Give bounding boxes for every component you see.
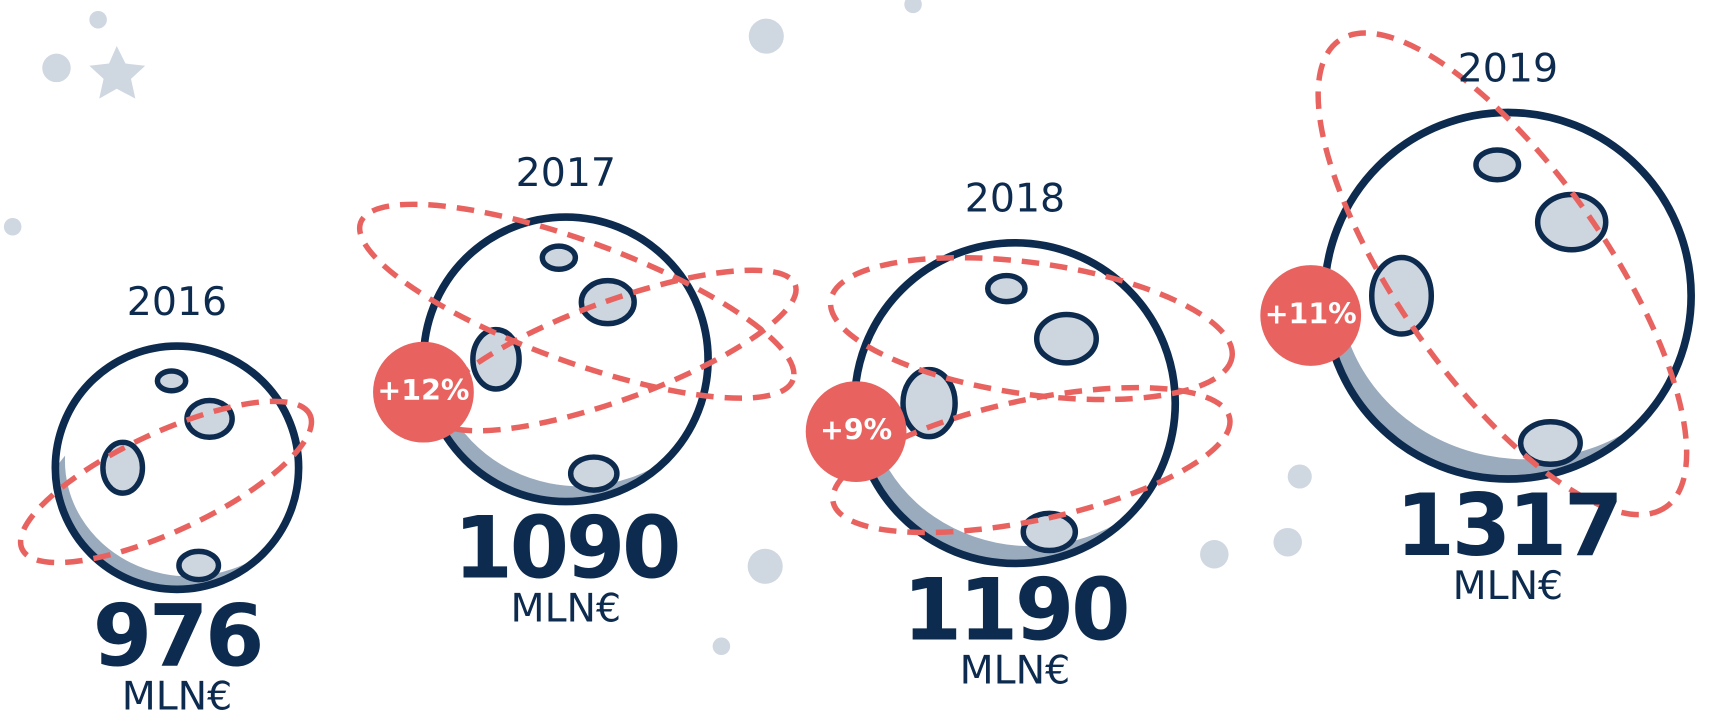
unit-label: MLN€ xyxy=(1453,563,1564,609)
crater xyxy=(571,457,617,490)
crater xyxy=(179,551,219,579)
unit-label: MLN€ xyxy=(511,586,622,632)
year-label: 2018 xyxy=(965,176,1065,222)
crater xyxy=(1372,257,1432,334)
value-label: 1090 xyxy=(454,500,679,599)
year-label: 2016 xyxy=(127,279,227,325)
value-label: 1190 xyxy=(903,561,1128,660)
infographic: 2016976MLN€20171090MLN€20181190MLN€20191… xyxy=(0,0,1721,712)
planet xyxy=(1,346,331,594)
crater xyxy=(1037,315,1097,363)
year-label: 2019 xyxy=(1458,45,1558,91)
value-label: 976 xyxy=(93,587,261,686)
planets: 2016976MLN€20171090MLN€20181190MLN€20191… xyxy=(1,0,1721,712)
unit-label: MLN€ xyxy=(960,647,1071,693)
crater xyxy=(1476,150,1519,180)
crater xyxy=(988,276,1025,302)
change-label: +11% xyxy=(1265,297,1357,330)
crater xyxy=(157,371,185,391)
planet xyxy=(340,166,814,502)
value-label: 1317 xyxy=(1396,477,1621,576)
year-label: 2017 xyxy=(516,150,616,196)
change-label: +12% xyxy=(377,374,469,407)
unit-label: MLN€ xyxy=(122,673,233,712)
crater xyxy=(542,246,575,269)
change-label: +9% xyxy=(820,414,892,447)
